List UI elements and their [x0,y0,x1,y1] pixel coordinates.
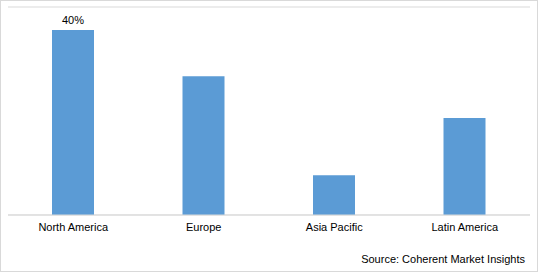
svg-text:Asia Pacific: Asia Pacific [306,221,363,233]
svg-text:North America: North America [38,221,109,233]
svg-text:Latin America: Latin America [431,221,499,233]
svg-text:Europe: Europe [186,221,221,233]
html-text:Source: Coherent Market Insigh: Source: Coherent Market Insights [361,253,525,265]
svg-text:40%: 40% [62,14,84,26]
